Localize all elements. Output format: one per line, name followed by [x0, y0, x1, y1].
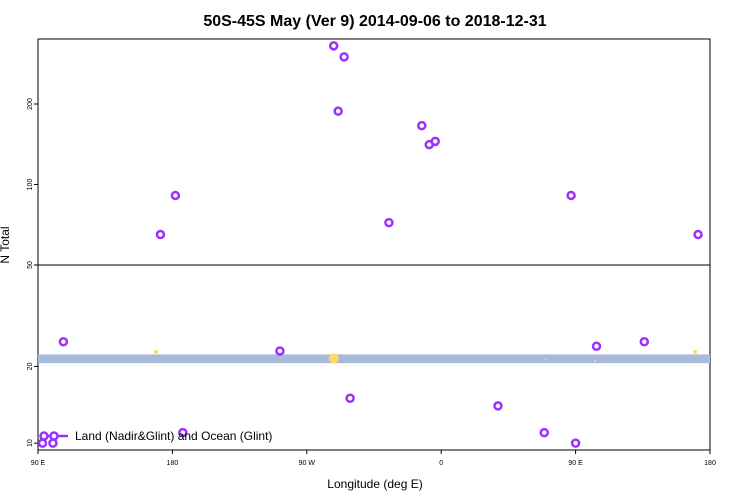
legend: Land (Nadir&Glint) and Ocean (Glint) — [39, 429, 272, 443]
data-point-marker — [328, 41, 339, 51]
y-tick-label: 10 — [27, 439, 34, 447]
legend-marker-icon — [39, 431, 49, 441]
data-point-marker — [384, 217, 394, 228]
x-tick-label: 0 — [439, 460, 443, 467]
x-tick-label: 90 E — [31, 460, 46, 467]
data-point-marker — [48, 438, 58, 448]
y-tick-label: 20 — [27, 362, 34, 370]
y-tick-label: 100 — [27, 179, 34, 191]
data-point-marker — [153, 349, 158, 354]
data-point-marker — [693, 349, 698, 354]
data-point-marker — [275, 346, 285, 356]
data-point-marker — [58, 336, 69, 347]
data-point-marker — [430, 136, 440, 147]
data-point-marker — [591, 341, 602, 351]
plot-frame — [37, 38, 711, 451]
data-point-marker — [339, 52, 349, 62]
data-point-marker — [493, 401, 503, 411]
reference-band-layer — [38, 354, 710, 364]
data-point-marker — [178, 427, 188, 438]
x-tick-label: 90 W — [299, 460, 316, 467]
y-tick-label: 50 — [27, 261, 34, 269]
y-axis-label: N Total — [0, 226, 12, 263]
data-point-marker — [639, 336, 650, 347]
data-point-marker — [693, 229, 703, 240]
x-axis-ticks: 90 E 180 90 W 0 90 E 180 — [31, 450, 716, 467]
legend-label: Land (Nadir&Glint) and Ocean (Glint) — [75, 429, 272, 443]
data-point-marker — [37, 438, 48, 448]
x-tick-label: 90 E — [568, 460, 583, 467]
y-axis-ticks: 50 100 200 10 20 — [27, 98, 38, 447]
data-points — [37, 41, 703, 448]
data-point-marker — [417, 120, 427, 131]
data-point-marker — [345, 393, 355, 404]
data-point-marker — [328, 353, 339, 364]
data-point-marker — [544, 357, 547, 360]
data-point-marker — [570, 438, 581, 448]
data-point-marker — [170, 190, 181, 201]
data-point-marker — [155, 229, 166, 240]
reference-band — [38, 354, 710, 364]
chart-title: 50S-45S May (Ver 9) 2014-09-06 to 2018-1… — [203, 13, 546, 30]
x-tick-label: 180 — [704, 460, 716, 467]
legend-marker-icon — [49, 431, 59, 441]
x-axis-label: Longitude (deg E) — [327, 477, 422, 491]
data-point-marker — [566, 190, 576, 201]
data-point-marker — [539, 427, 549, 438]
x-tick-label: 180 — [167, 460, 179, 467]
y-tick-label: 200 — [27, 98, 34, 110]
data-point-marker — [594, 360, 597, 363]
data-point-marker — [333, 106, 343, 116]
